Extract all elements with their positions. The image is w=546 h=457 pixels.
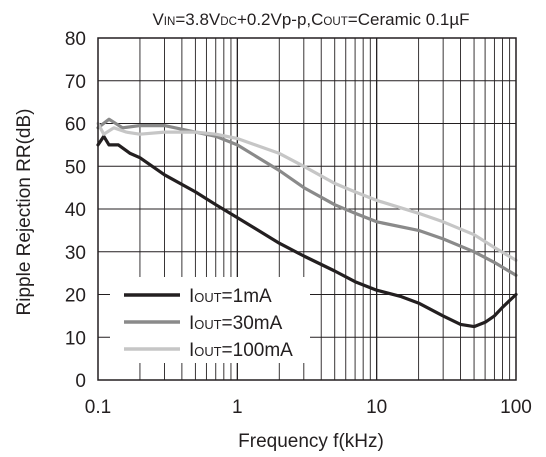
legend-label-1: IOUT=1mA: [189, 286, 272, 307]
y-tick-label: 60: [65, 115, 86, 136]
y-tick-label: 80: [65, 29, 86, 50]
plot-frame: [97, 37, 517, 381]
legend-label-3: IOUT=100mA: [189, 340, 293, 361]
x-tick-label: 0.1: [85, 397, 111, 418]
x-tick-label: 1: [232, 397, 243, 418]
y-axis-label: Ripple Rejection RR(dB): [14, 109, 35, 316]
series-line-2: [96, 117, 518, 277]
legend: IOUT=1mA IOUT=30mA IOUT=100mA: [110, 277, 310, 363]
series-line-3: [96, 121, 518, 262]
y-tick-label: 50: [65, 157, 86, 178]
y-tick-label: 20: [65, 286, 86, 307]
chart-title: VIN=3.8VDC+0.2Vp-p,COUT=Ceramic 0.1µF: [152, 10, 469, 29]
y-tick-label: 10: [65, 328, 86, 349]
y-tick-label: 70: [65, 72, 86, 93]
series-lines: [96, 117, 518, 329]
y-tick-label: 30: [65, 243, 86, 264]
y-tick-label: 40: [65, 200, 86, 221]
x-tick-label: 10: [366, 397, 387, 418]
x-tick-label: 100: [500, 397, 532, 418]
series-line-1: [96, 134, 518, 329]
tick-labels: 0 10 20 30 40 50 60 70 80 0.1 1 10 100: [65, 29, 532, 418]
y-tick-label: 0: [75, 371, 86, 392]
x-axis-label: Frequency f(kHz): [238, 431, 384, 452]
legend-label-2: IOUT=30mA: [189, 313, 283, 334]
